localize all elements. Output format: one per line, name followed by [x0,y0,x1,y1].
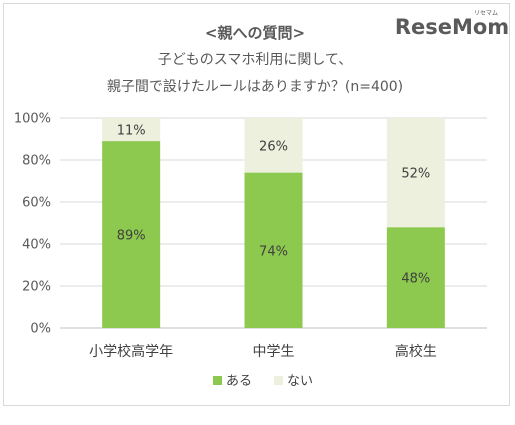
y-axis-ticks: 0% 20% 40% 60% 80% 100% [14,112,51,337]
x-axis-categories: 小学校高学年 中学生 高校生 [89,343,437,360]
data-label: 11% [117,124,146,139]
bar-nai-2 [386,118,445,228]
bar-aru-0 [102,141,161,328]
data-label: 89% [117,229,146,244]
y-tick-label: 60% [22,196,51,211]
data-label: 52% [401,167,430,182]
y-tick-label: 20% [22,280,51,295]
chart-title: <親への質問> [205,24,305,42]
y-tick-label: 40% [22,238,51,253]
resemom-logo: リセマム ReseMom [395,10,509,39]
category-label: 中学生 [253,344,295,360]
data-labels: 89% 11% 74% 26% 48% 52% [117,124,431,287]
y-tick-label: 80% [22,154,51,169]
data-label: 74% [259,244,288,259]
bar-aru-2 [386,227,445,328]
data-label: 26% [259,139,288,154]
logo-ruby: リセマム [474,10,498,17]
legend: ある ない [213,374,313,389]
legend-label-nai: ない [287,374,313,389]
category-label: 高校生 [395,343,437,360]
legend-swatch-aru [213,376,222,385]
chart-subtitle-line-1: 子どものスマホ利用に関して、 [158,52,352,68]
logo-text: ReseMom [395,15,509,39]
bar-nai-0 [102,118,161,142]
bars [102,118,445,328]
legend-swatch-nai [274,376,283,385]
legend-label-aru: ある [226,374,252,389]
chart-subtitle-line-2: 親子間で設けたルールはありますか？(n=400) [107,79,403,95]
data-label: 48% [401,272,430,287]
category-label: 小学校高学年 [89,343,173,360]
y-tick-label: 0% [30,322,51,337]
y-tick-label: 100% [14,112,51,127]
bar-nai-1 [244,118,303,173]
bar-aru-1 [244,172,303,328]
